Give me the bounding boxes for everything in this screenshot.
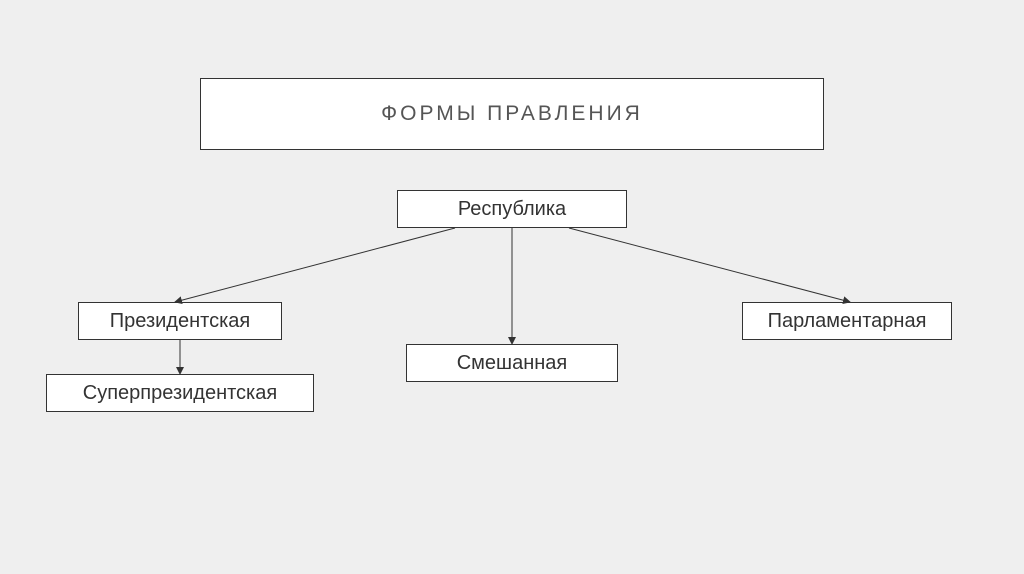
node-mixed-label: Смешанная — [457, 352, 568, 375]
node-presidential-label: Президентская — [110, 310, 250, 333]
node-presidential: Президентская — [78, 302, 282, 340]
root-label: Республика — [458, 198, 566, 221]
title-text: ФОРМЫ ПРАВЛЕНИЯ — [381, 102, 643, 126]
node-superpresidential: Суперпрезидентская — [46, 374, 314, 412]
node-parliamentary-label: Парламентарная — [768, 310, 927, 333]
title-box: ФОРМЫ ПРАВЛЕНИЯ — [200, 78, 824, 150]
node-parliamentary: Парламентарная — [742, 302, 952, 340]
root-node: Республика — [397, 190, 627, 228]
node-mixed: Смешанная — [406, 344, 618, 382]
node-superpresidential-label: Суперпрезидентская — [83, 382, 277, 405]
edge-root-to-left — [175, 228, 455, 302]
edge-root-to-right — [569, 228, 850, 302]
